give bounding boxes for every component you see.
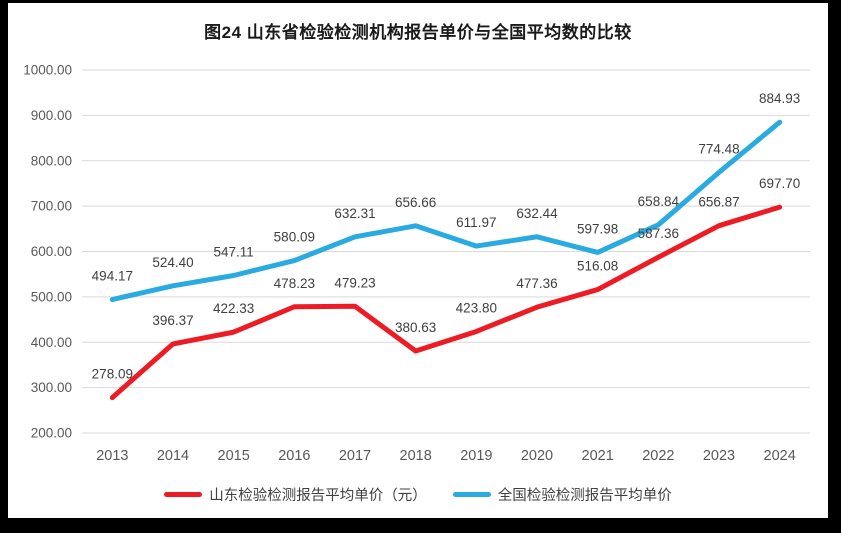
series-line-shandong [109,204,783,401]
legend-line-swatch-red [164,491,203,497]
series-line-national [109,119,783,303]
y-axis-label: 600.00 [31,244,72,259]
x-axis-label: 2022 [642,448,674,464]
data-label-national: 611.97 [456,215,496,230]
data-label-shandong: 479.23 [334,275,375,290]
data-label-shandong: 477.36 [516,276,557,291]
data-label-shandong: 587.36 [638,226,679,241]
x-axis-label: 2023 [703,448,735,464]
x-axis-label: 2018 [400,448,432,464]
data-label-shandong: 516.08 [577,259,618,274]
legend-label-national: 全国检验检测报告平均单价 [497,487,672,504]
y-axis-label: 500.00 [31,289,72,304]
legend-line-swatch-blue [452,491,491,497]
chart-legend: 山东检验检测报告平均单价（元） 全国检验检测报告平均单价 [8,482,828,506]
data-label-national: 632.31 [334,206,375,221]
data-label-national: 632.44 [516,206,558,221]
data-label-national: 547.11 [214,244,254,259]
data-label-national: 597.98 [577,221,618,236]
data-label-national: 774.48 [698,141,739,156]
y-axis-label: 300.00 [31,380,72,395]
x-axis-label: 2024 [764,448,796,464]
legend-label-shandong: 山东检验检测报告平均单价（元） [209,487,427,504]
x-axis-label: 2019 [460,448,492,464]
x-axis-label: 2016 [278,448,310,464]
x-axis-label: 2015 [218,448,250,464]
x-axis-label: 2021 [582,448,614,464]
x-axis-label: 2017 [339,448,371,464]
data-label-shandong: 422.33 [213,301,254,316]
data-label-national: 580.09 [274,230,315,245]
data-label-national: 658.84 [638,194,680,209]
x-axis-label: 2014 [157,448,189,464]
data-label-shandong: 380.63 [395,320,436,335]
line-chart-plot-area: 200.00 300.00 400.00 500.00 600.00 700.00 800.… [23,63,810,464]
data-label-shandong: 278.09 [92,367,133,382]
y-axis-label: 200.00 [31,426,72,441]
x-axis-label: 2020 [521,448,553,464]
data-label-shandong: 697.70 [759,176,800,191]
y-axis-label: 800.00 [31,153,72,168]
data-label-national: 884.93 [759,91,800,106]
y-axis-label: 1000.00 [23,63,72,78]
data-label-shandong: 478.23 [274,276,315,291]
y-axis-label: 900.00 [31,108,72,123]
data-label-shandong: 396.37 [152,313,193,328]
y-axis-label: 400.00 [31,335,72,350]
chart-card: 图24 山东省检验检测机构报告单价与全国平均数的比较 200.00 300.00 4… [8,3,828,518]
y-axis-label: 700.00 [31,199,72,214]
chart-title: 图24 山东省检验检测机构报告单价与全国平均数的比较 [204,23,632,42]
legend-item-shandong: 山东检验检测报告平均单价（元） [164,484,427,505]
data-label-shandong: 656.87 [698,195,739,210]
data-label-national: 656.66 [395,195,436,210]
x-axis-label: 2013 [96,448,128,464]
data-label-national: 494.17 [92,269,133,284]
data-label-national: 524.40 [152,255,193,270]
legend-item-national: 全国检验检测报告平均单价 [452,484,672,505]
data-label-shandong: 423.80 [456,300,497,315]
